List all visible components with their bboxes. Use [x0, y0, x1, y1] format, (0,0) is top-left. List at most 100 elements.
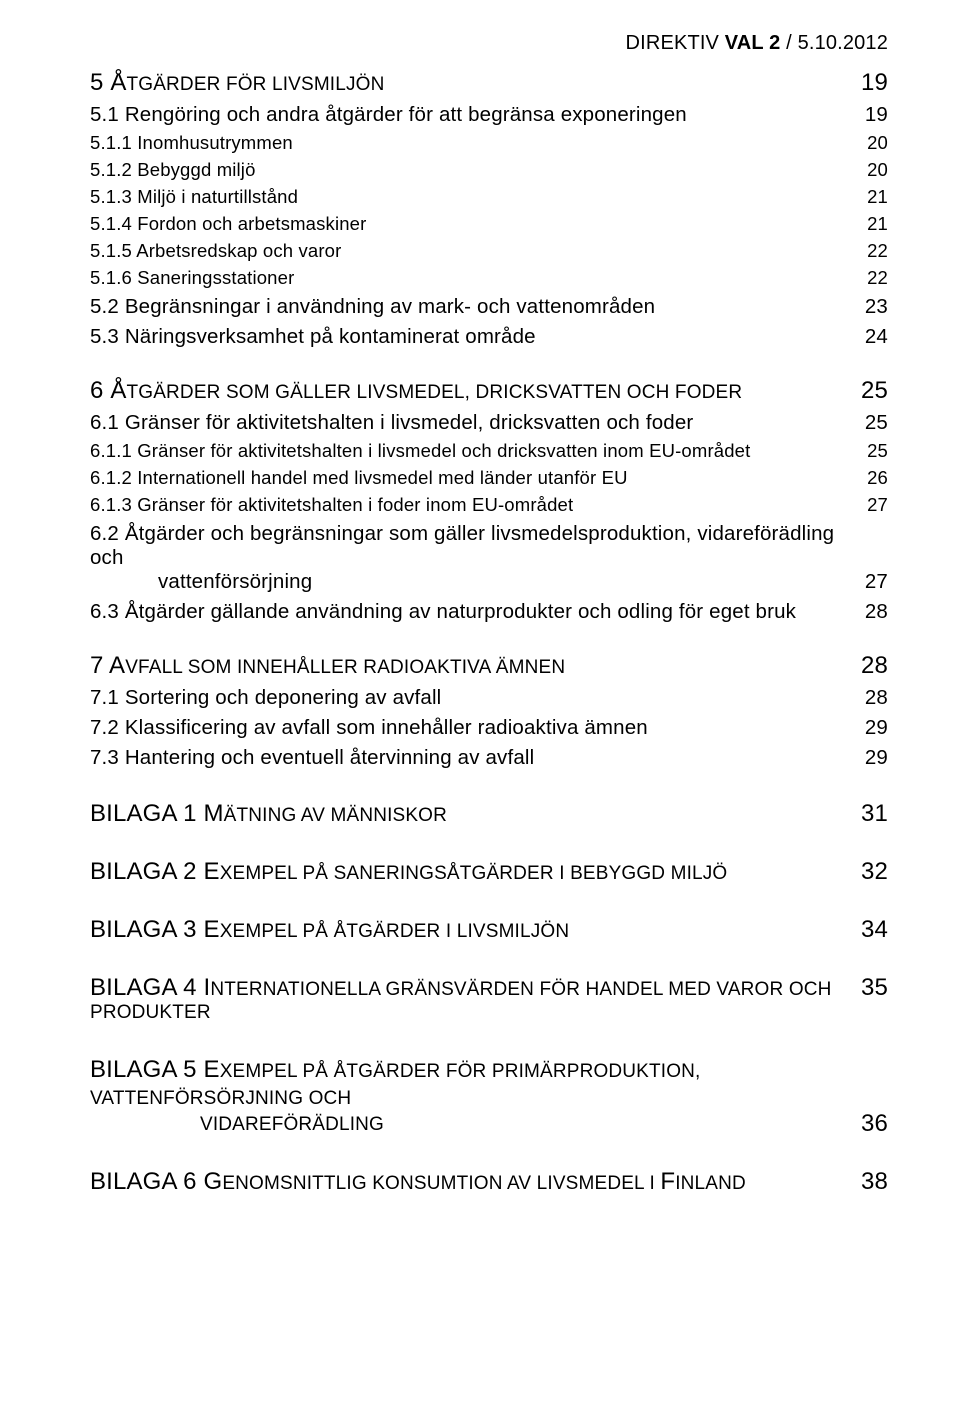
toc-item-page: 27 [856, 570, 888, 594]
toc-item-label: 5.1.5 Arbetsredskap och varor [90, 240, 856, 262]
toc-item: 6.1.2 Internationell handel med livsmede… [90, 467, 888, 489]
toc-item-6-2: 6.2 Åtgärder och begränsningar som gälle… [90, 522, 888, 594]
toc-item-label: 6.1.3 Gränser för aktivitetshalten i fod… [90, 494, 856, 516]
toc-bilaga-5-label: BILAGA 5 EXEMPEL PÅ ÅTGÄRDER FÖR PRIMÄRP… [90, 1054, 856, 1138]
toc-item-page: 19 [856, 103, 888, 127]
toc-item: 6.1 Gränser för aktivitetshalten i livsm… [90, 411, 888, 435]
toc-item: 5.3 Näringsverksamhet på kontaminerat om… [90, 325, 888, 349]
toc-heading-7-num: 7 A [90, 652, 125, 679]
toc-item-page: 22 [856, 240, 888, 262]
toc-item-label: 6.1.1 Gränser för aktivitetshalten i liv… [90, 440, 856, 462]
toc-item-page: 20 [856, 159, 888, 181]
toc-item-page: 29 [856, 716, 888, 740]
toc-item-label: 7.2 Klassificering av avfall som innehål… [90, 716, 856, 740]
toc-bilaga-6: BILAGA 6 GENOMSNITTLIG KONSUMTION AV LIV… [90, 1168, 888, 1196]
bilaga-lead: BILAGA 3 E [90, 916, 220, 943]
table-of-contents: 5 ÅTGÄRDER FÖR LIVSMILJÖN 19 5.1 Rengöri… [90, 69, 888, 1196]
toc-bilaga-2: BILAGA 2 EXEMPEL PÅ SANERINGSÅTGÄRDER I … [90, 858, 888, 886]
toc-bilaga-3-page: 34 [856, 916, 888, 944]
toc-item: 5.1.3 Miljö i naturtillstånd 21 [90, 186, 888, 208]
toc-item-label: 5.1.2 Bebyggd miljö [90, 159, 856, 181]
bilaga-lead: BILAGA 1 M [90, 800, 224, 827]
bilaga-lead: BILAGA 4 I [90, 974, 210, 1001]
bilaga-lead: BILAGA 5 E [90, 1056, 220, 1083]
header-brand: VAL 2 [725, 32, 781, 54]
toc-item-page: 25 [856, 411, 888, 435]
bilaga-tail-rest: INLAND [675, 1173, 746, 1194]
toc-item-page: 25 [856, 440, 888, 462]
toc-item: 6.1.3 Gränser för aktivitetshalten i fod… [90, 494, 888, 516]
toc-bilaga-1: BILAGA 1 MÄTNING AV MÄNNISKOR 31 [90, 800, 888, 828]
toc-item: 5.1.1 Inomhusutrymmen 20 [90, 132, 888, 154]
toc-bilaga-6-page: 38 [856, 1168, 888, 1196]
toc-bilaga-4-page: 35 [856, 974, 888, 1002]
toc-heading-5-num: 5 Å [90, 69, 127, 96]
toc-heading-7: 7 AVFALL SOM INNEHÅLLER RADIOAKTIVA ÄMNE… [90, 652, 888, 680]
toc-heading-5-rest: TGÄRDER FÖR LIVSMILJÖN [127, 74, 385, 95]
toc-heading-6: 6 ÅTGÄRDER SOM GÄLLER LIVSMEDEL, DRICKSV… [90, 377, 888, 405]
page-root: DIREKTIV VAL 2 / 5.10.2012 5 ÅTGÄRDER FÖ… [0, 0, 960, 1418]
toc-item-page: 28 [856, 686, 888, 710]
header-prefix: DIREKTIV [626, 32, 720, 54]
toc-item-page: 28 [856, 600, 888, 624]
toc-item-label: 5.1.4 Fordon och arbetsmaskiner [90, 213, 856, 235]
toc-heading-7-label: 7 AVFALL SOM INNEHÅLLER RADIOAKTIVA ÄMNE… [90, 652, 856, 680]
toc-item-label: 5.2 Begränsningar i användning av mark- … [90, 295, 856, 319]
bilaga-line2-rest: VIDAREFÖRÄDLING [200, 1114, 384, 1135]
toc-item-6-2-line1: 6.2 Åtgärder och begränsningar som gälle… [90, 522, 844, 570]
bilaga-rest: XEMPEL PÅ SANERINGSÅTGÄRDER I BEBYGGD MI… [220, 863, 728, 884]
bilaga-rest: ÄTNING AV MÄNNISKOR [224, 805, 447, 826]
toc-item-page: 29 [856, 746, 888, 770]
toc-heading-7-rest: VFALL SOM INNEHÅLLER RADIOAKTIVA ÄMNEN [125, 657, 565, 678]
toc-item-label: 7.3 Hantering och eventuell återvinning … [90, 746, 856, 770]
toc-item-label: 5.1.1 Inomhusutrymmen [90, 132, 856, 154]
toc-item-label: 5.3 Näringsverksamhet på kontaminerat om… [90, 325, 856, 349]
toc-item-label: 6.1.2 Internationell handel med livsmede… [90, 467, 856, 489]
toc-item-page: 21 [856, 186, 888, 208]
toc-item: 5.1.4 Fordon och arbetsmaskiner 21 [90, 213, 888, 235]
toc-bilaga-5-line2: VIDAREFÖRÄDLING [90, 1112, 844, 1138]
toc-item-label: 5.1 Rengöring och andra åtgärder för att… [90, 103, 856, 127]
toc-item: 5.2 Begränsningar i användning av mark- … [90, 295, 888, 319]
toc-item: 5.1.2 Bebyggd miljö 20 [90, 159, 888, 181]
toc-item: 7.2 Klassificering av avfall som innehål… [90, 716, 888, 740]
toc-heading-6-label: 6 ÅTGÄRDER SOM GÄLLER LIVSMEDEL, DRICKSV… [90, 377, 856, 405]
toc-bilaga-5-page: 36 [856, 1110, 888, 1138]
toc-bilaga-4-label: BILAGA 4 INTERNATIONELLA GRÄNSVÄRDEN FÖR… [90, 974, 856, 1024]
toc-item-page: 23 [856, 295, 888, 319]
toc-item: 6.3 Åtgärder gällande användning av natu… [90, 600, 888, 624]
toc-item: 5.1.6 Saneringsstationer 22 [90, 267, 888, 289]
toc-bilaga-3-label: BILAGA 3 EXEMPEL PÅ ÅTGÄRDER I LIVSMILJÖ… [90, 916, 856, 944]
toc-bilaga-2-page: 32 [856, 858, 888, 886]
toc-heading-6-rest: TGÄRDER SOM GÄLLER LIVSMEDEL, DRICKSVATT… [127, 382, 743, 403]
toc-item: 6.1.1 Gränser för aktivitetshalten i liv… [90, 440, 888, 462]
toc-bilaga-1-label: BILAGA 1 MÄTNING AV MÄNNISKOR [90, 800, 856, 828]
header-suffix: / 5.10.2012 [780, 32, 888, 54]
bilaga-lead: BILAGA 6 G [90, 1168, 222, 1195]
toc-item-label: 6.2 Åtgärder och begränsningar som gälle… [90, 522, 856, 594]
toc-heading-6-page: 25 [856, 377, 888, 405]
toc-bilaga-3: BILAGA 3 EXEMPEL PÅ ÅTGÄRDER I LIVSMILJÖ… [90, 916, 888, 944]
toc-item-page: 20 [856, 132, 888, 154]
toc-heading-5-page: 19 [856, 69, 888, 97]
toc-bilaga-2-label: BILAGA 2 EXEMPEL PÅ SANERINGSÅTGÄRDER I … [90, 858, 856, 886]
toc-item-page: 22 [856, 267, 888, 289]
toc-item-label: 6.3 Åtgärder gällande användning av natu… [90, 600, 856, 624]
bilaga-lead: BILAGA 2 E [90, 858, 220, 885]
toc-item-page: 27 [856, 494, 888, 516]
document-header: DIREKTIV VAL 2 / 5.10.2012 [90, 32, 888, 55]
toc-item: 5.1.5 Arbetsredskap och varor 22 [90, 240, 888, 262]
toc-item-page: 21 [856, 213, 888, 235]
toc-bilaga-6-label: BILAGA 6 GENOMSNITTLIG KONSUMTION AV LIV… [90, 1168, 856, 1196]
toc-item-label: 5.1.6 Saneringsstationer [90, 267, 856, 289]
toc-bilaga-4: BILAGA 4 INTERNATIONELLA GRÄNSVÄRDEN FÖR… [90, 974, 888, 1024]
toc-item-page: 26 [856, 467, 888, 489]
toc-heading-5-label: 5 ÅTGÄRDER FÖR LIVSMILJÖN [90, 69, 856, 97]
toc-heading-6-num: 6 Å [90, 377, 127, 404]
toc-item-label: 5.1.3 Miljö i naturtillstånd [90, 186, 856, 208]
toc-item-label: 7.1 Sortering och deponering av avfall [90, 686, 856, 710]
toc-item: 5.1 Rengöring och andra åtgärder för att… [90, 103, 888, 127]
bilaga-rest: ENOMSNITTLIG KONSUMTION AV LIVSMEDEL I [222, 1173, 660, 1194]
bilaga-tail-lead: F [660, 1168, 675, 1195]
toc-heading-5: 5 ÅTGÄRDER FÖR LIVSMILJÖN 19 [90, 69, 888, 97]
